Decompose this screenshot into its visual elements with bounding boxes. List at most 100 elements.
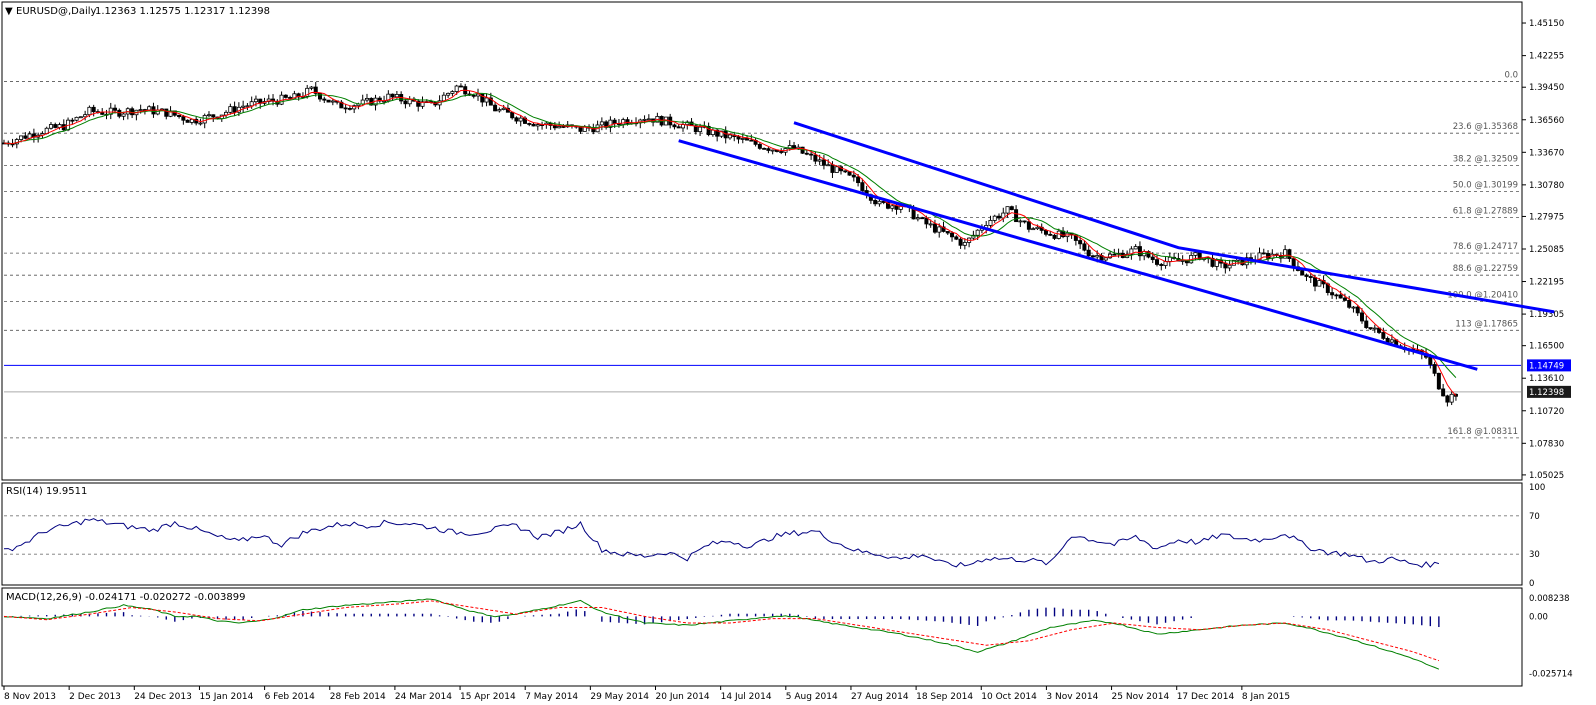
price-tick-label: 1.05025 [1529,471,1564,481]
candle-body [113,107,118,111]
horizontal-level [4,364,1521,393]
candle-body [1445,395,1450,403]
candle-body [83,114,88,118]
candle-body [535,124,540,127]
candle-body [1313,277,1318,287]
candle-body [352,105,357,110]
candle-body [1155,259,1160,265]
candle-body [1287,249,1292,259]
time-tick-label: 24 Mar 2014 [395,692,452,702]
rsi-title: RSI(14) 19.9511 [6,486,87,497]
candle-body [676,126,681,129]
candle-body [1009,206,1014,211]
candle-body [416,100,421,107]
candle-body [1308,276,1313,278]
candle-body [885,202,890,209]
price-tick-label: 1.33670 [1529,148,1564,158]
chart-menu-arrow-icon[interactable]: ▼ [5,6,13,17]
candle-body [920,217,925,220]
time-tick-label: 29 May 2014 [590,692,649,702]
candle-body [1261,252,1266,255]
candle-body [446,92,451,96]
price-tick-label: 1.16500 [1529,342,1564,352]
candle-body [386,93,391,102]
candle-body [484,97,489,103]
candle-body [1026,221,1031,230]
candle-body [480,93,485,103]
candle-body [834,166,839,173]
candle-body [531,123,536,127]
symbol-label: EURUSD@,Daily [16,6,97,17]
candle-body [1052,234,1057,239]
price-tick-label: 1.30780 [1529,181,1564,191]
candle-body [450,91,455,94]
candle-body [91,106,96,113]
price-tags: 1.14749 1.12398 [1527,359,1571,398]
candle-body [557,126,562,129]
time-tick-label: 6 Feb 2014 [265,692,316,702]
candle-body [745,138,750,141]
fib-level-label: 113 @1.17865 [1455,319,1518,329]
candle-body [706,125,711,136]
ma-fast-line [3,89,1457,396]
price-tick-label: 1.07830 [1529,439,1564,449]
macd-title: MACD(12,26,9) -0.024171 -0.020272 -0.003… [6,592,245,603]
candle-body [975,229,980,236]
candle-body [23,135,28,139]
support-price-tag [1527,359,1571,372]
candle-body [1436,372,1441,390]
candle-body [1300,270,1305,276]
price-panel-frame [1,1,1523,481]
price-tick-label: 1.25085 [1529,245,1564,255]
candle-body [497,109,502,112]
candle-body [817,159,822,162]
time-tick-label: 24 Dec 2013 [134,692,192,702]
candle-body [988,220,993,226]
price-tick-label: 1.36560 [1529,116,1564,126]
fib-level-label: 23.6 @1.35368 [1453,122,1518,132]
candle-body [766,148,771,151]
time-tick-label: 3 Nov 2014 [1046,692,1098,702]
candle-body [894,205,899,210]
candle-body [856,176,861,184]
candle-body [1449,393,1454,403]
candle-body [326,99,331,103]
support-price-label: 1.14749 [1529,361,1564,371]
fib-level-label: 50.0 @1.30199 [1453,180,1518,190]
rsi-tick-label: 100 [1529,483,1545,493]
candle-body [680,124,685,129]
candle-body [296,93,301,98]
candle-body [740,138,745,140]
rsi-tick-label: 70 [1529,512,1540,522]
candle-body [1291,258,1296,268]
candle-body [228,106,233,113]
rsi-tick-label: 0 [1529,579,1534,589]
time-tick-label: 20 Jun 2014 [656,692,710,702]
rsi-tick-label: 30 [1529,550,1540,560]
fib-level-label: 78.6 @1.24717 [1453,242,1518,252]
time-tick-label: 5 Aug 2014 [786,692,838,702]
candle-body [1090,255,1095,258]
candle-body [937,226,942,233]
candle-body [249,101,254,107]
time-tick-label: 27 Aug 2014 [851,692,909,702]
candle-body [130,108,135,116]
candle-body [1082,243,1087,251]
candle-body [932,223,937,233]
candle-body [770,149,775,152]
candle-body [599,121,604,126]
rsi-line [3,518,1440,568]
candle-body [189,118,194,123]
time-axis: 8 Nov 2013 2 Dec 2013 24 Dec 2013 15 Jan 20… [3,686,1290,702]
candle-body [954,236,959,240]
candle-body [924,217,929,225]
candle-body [1022,220,1027,223]
candle-body [206,114,211,117]
candle-body [78,116,83,119]
candle-body [177,114,182,117]
candle-body [347,108,352,110]
candle-body [992,215,997,221]
price-tick-label: 1.19305 [1529,310,1564,320]
candle-body [843,170,848,173]
